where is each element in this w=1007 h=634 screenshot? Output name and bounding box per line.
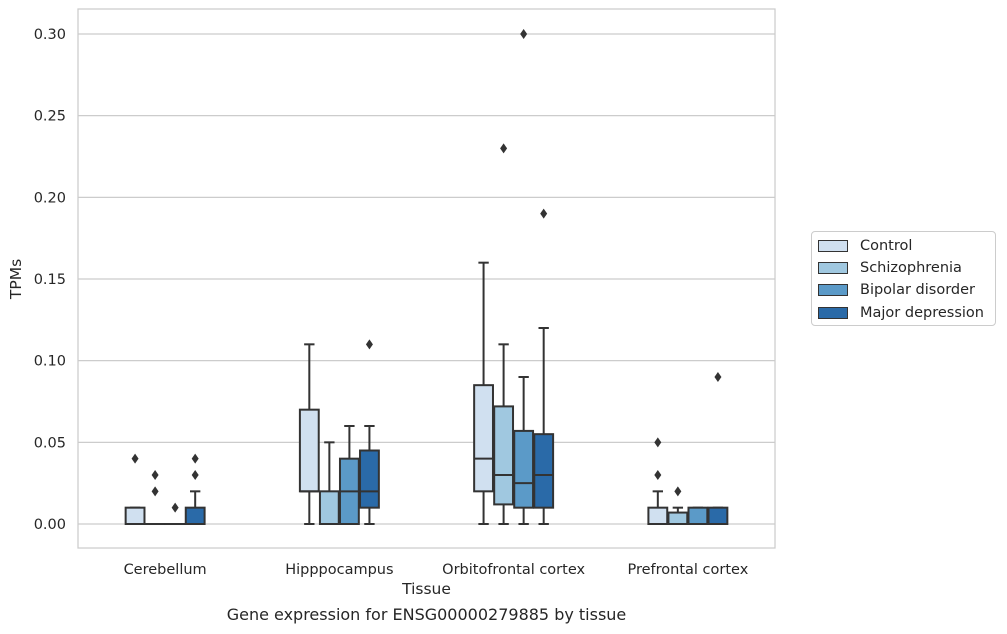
legend-swatch-schizophrenia <box>818 262 848 274</box>
y-tick-label: 0.15 <box>34 272 66 288</box>
box-body <box>513 429 535 509</box>
box-control-orbitofrontal-cortex <box>473 261 494 525</box>
outlier-point <box>151 486 159 497</box>
box-control-prefrontal-cortex <box>647 437 669 525</box>
y-tick-label: 0.25 <box>34 109 66 125</box>
y-tick-label: 0.05 <box>34 435 66 451</box>
boxes <box>124 29 729 526</box>
box-body <box>647 506 669 525</box>
x-tick-label: Hipppocampus <box>285 562 393 578</box>
outlier-point <box>365 339 373 350</box>
y-axis-ticks: 0.00 0.05 0.10 0.15 0.20 0.25 0.30 <box>34 27 66 533</box>
box-bipolar-disorder-prefrontal-cortex <box>687 506 709 525</box>
plot-area-frame <box>77 8 776 549</box>
x-tick-label: Prefrontal cortex <box>627 562 748 578</box>
y-tick-label: 0.00 <box>34 517 66 533</box>
box-body <box>298 408 320 493</box>
legend-label-major-depression: Major depression <box>860 305 984 321</box>
outlier-point <box>500 143 508 154</box>
box-control-cerebellum <box>124 453 146 525</box>
box-control-hipppocampus <box>298 343 320 525</box>
legend-item-schizophrenia: Schizophrenia <box>818 259 962 277</box>
box-body <box>493 405 515 506</box>
box-schizophrenia-cerebellum <box>144 470 166 526</box>
box-bipolar-disorder-cerebellum <box>164 502 186 526</box>
gridlines <box>78 33 775 525</box>
box-bipolar-disorder-hipppocampus <box>338 425 360 525</box>
legend-label-schizophrenia: Schizophrenia <box>860 260 962 276</box>
legend-swatch-bipolar-disorder <box>818 284 848 296</box>
outlier-point <box>131 453 139 464</box>
box-body <box>533 433 555 509</box>
box-major-depression-prefrontal-cortex <box>707 372 729 525</box>
box-bipolar-disorder-orbitofrontal-cortex <box>513 29 535 525</box>
box-major-depression-hipppocampus <box>359 339 380 525</box>
box-body <box>687 506 709 525</box>
box-body <box>707 506 729 525</box>
outlier-point <box>191 453 199 464</box>
legend-item-control: Control <box>818 237 912 255</box>
box-body <box>359 449 380 509</box>
box-major-depression-cerebellum <box>184 453 206 525</box>
x-axis-ticks: Cerebellum Hipppocampus Orbitofrontal cort… <box>124 562 749 578</box>
outlier-point <box>714 372 722 382</box>
outlier-point <box>171 502 179 513</box>
outlier-point <box>654 470 662 480</box>
outlier-point <box>654 437 662 448</box>
y-tick-label: 0.20 <box>34 190 66 206</box>
box-schizophrenia-orbitofrontal-cortex <box>493 143 515 525</box>
y-tick-label: 0.10 <box>34 354 66 370</box>
outlier-point <box>674 486 682 497</box>
box-body <box>318 490 340 526</box>
legend: Control Schizophrenia Bipolar disorder M… <box>811 231 996 326</box>
box-schizophrenia-hipppocampus <box>318 441 340 526</box>
y-axis-label: TPMs <box>7 259 25 300</box>
outlier-point <box>540 208 548 219</box>
outlier-point <box>191 470 199 480</box>
legend-label-bipolar-disorder: Bipolar disorder <box>860 282 975 298</box>
outlier-point <box>151 470 159 480</box>
legend-swatch-control <box>818 240 848 252</box>
x-tick-label: Cerebellum <box>124 562 207 578</box>
legend-item-bipolar-disorder: Bipolar disorder <box>818 281 975 299</box>
legend-item-major-depression: Major depression <box>818 304 984 322</box>
box-major-depression-orbitofrontal-cortex <box>533 208 555 525</box>
box-body <box>473 384 494 493</box>
box-body <box>667 511 689 525</box>
legend-label-control: Control <box>860 238 913 254</box>
outlier-point <box>520 29 528 39</box>
chart-caption: Gene expression for ENSG00000279885 by t… <box>226 605 627 624</box>
x-axis-label: Tissue <box>401 580 451 598</box>
box-schizophrenia-prefrontal-cortex <box>667 486 689 525</box>
box-body <box>184 506 206 525</box>
y-tick-label: 0.30 <box>34 27 66 43</box>
x-tick-label: Orbitofrontal cortex <box>442 562 585 578</box>
legend-swatch-major-depression <box>818 307 848 319</box>
box-body <box>124 506 146 525</box>
